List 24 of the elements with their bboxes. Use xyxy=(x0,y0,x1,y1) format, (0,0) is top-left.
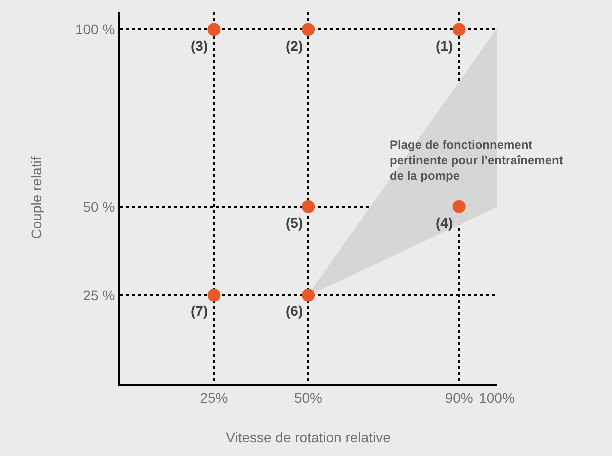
y-tick-label: 100 % xyxy=(75,22,116,38)
x-tick-label: 25% xyxy=(200,390,228,406)
y-tick-label: 50 % xyxy=(83,198,116,215)
x-axis-title: Vitesse de rotation relative xyxy=(226,430,392,446)
annotation: (5) xyxy=(286,215,304,231)
point xyxy=(452,23,466,36)
annotation: (1) xyxy=(436,38,454,54)
y-tick-label: 25 % xyxy=(83,287,116,304)
point xyxy=(302,23,315,36)
point xyxy=(452,200,466,214)
annotation: (2) xyxy=(286,38,304,54)
point xyxy=(302,200,315,214)
point xyxy=(208,23,221,36)
annotation: Plage de fonctionnement pertinente pour l’entraînement de la pompe xyxy=(390,138,564,184)
x-tick-label: 100% xyxy=(479,390,515,406)
x-tick-label: 90% xyxy=(445,390,474,406)
y-axis-title: Couple relatif xyxy=(28,156,45,240)
annotation: (3) xyxy=(191,38,208,54)
point xyxy=(208,288,221,302)
annotation: (7) xyxy=(191,303,208,319)
annotation: (6) xyxy=(286,303,304,319)
x-tick-label: 50% xyxy=(294,390,323,406)
point xyxy=(302,288,315,302)
annotation: (4) xyxy=(436,215,454,231)
